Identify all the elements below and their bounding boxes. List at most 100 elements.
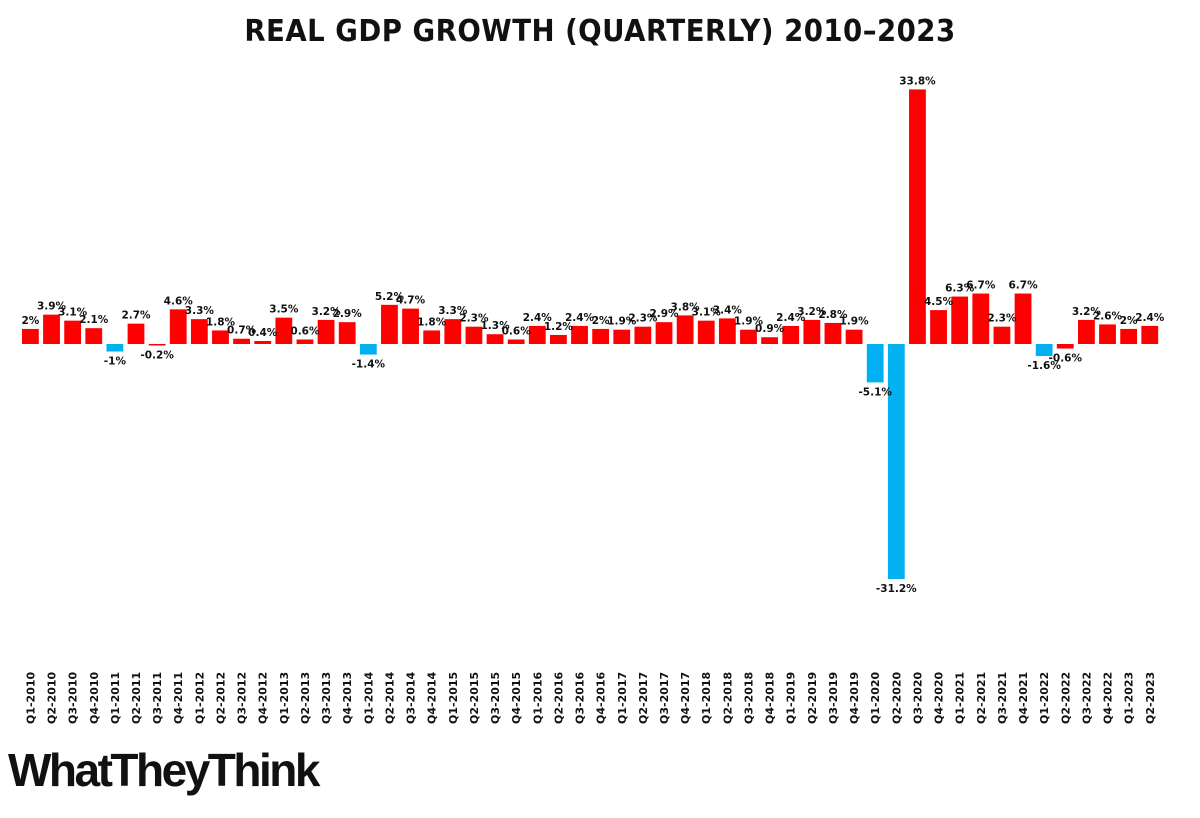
x-tick-Q3-2020: Q3-2020 xyxy=(911,671,924,724)
x-tick-Q3-2010: Q3-2010 xyxy=(67,671,80,724)
x-tick-Q2-2010: Q2-2010 xyxy=(46,671,59,724)
bar-Q3-2012 xyxy=(233,338,250,344)
bar-Q1-2015 xyxy=(444,319,462,344)
bar-Q3-2021 xyxy=(993,326,1011,344)
bar-Q3-2013 xyxy=(317,319,335,344)
value-label-Q3-2017: 2.9% xyxy=(649,308,679,320)
x-tick-Q3-2014: Q3-2014 xyxy=(405,671,418,724)
x-tick-Q4-2011: Q4-2011 xyxy=(172,672,185,724)
x-tick-Q2-2012: Q2-2012 xyxy=(214,672,227,724)
bar-Q3-2020 xyxy=(909,89,926,344)
bar-Q3-2019 xyxy=(824,322,842,344)
x-tick-Q1-2010: Q1-2010 xyxy=(24,671,37,724)
value-labels-layer: 2%3.9%3.1%2.1%-1%2.7%-0.2%4.6%3.3%1.8%0.… xyxy=(21,75,1164,595)
bar-Q2-2015 xyxy=(465,326,483,344)
x-tick-Q2-2021: Q2-2021 xyxy=(975,672,988,724)
value-label-Q4-2017: 3.8% xyxy=(671,301,701,313)
x-tick-Q1-2017: Q1-2017 xyxy=(616,672,629,724)
bar-Q1-2020 xyxy=(866,344,884,383)
bar-Q1-2021 xyxy=(951,296,969,344)
bar-Q2-2018 xyxy=(718,318,736,344)
bar-Q4-2015 xyxy=(507,339,525,344)
value-label-Q3-2015: 1.3% xyxy=(480,320,510,332)
value-label-Q3-2019: 2.8% xyxy=(818,309,848,321)
bar-Q4-2018 xyxy=(761,337,778,344)
bar-Q3-2010 xyxy=(64,320,82,344)
x-tick-Q3-2021: Q3-2021 xyxy=(996,672,1009,724)
bar-Q4-2017 xyxy=(676,315,694,344)
bar-Q1-2016 xyxy=(528,325,546,344)
value-label-Q2-2013: 0.6% xyxy=(290,325,320,337)
bar-Q2-2020 xyxy=(887,344,905,579)
x-tick-Q2-2014: Q2-2014 xyxy=(383,671,396,724)
value-label-Q2-2010: 3.9% xyxy=(37,301,67,313)
x-tick-Q1-2023: Q1-2023 xyxy=(1123,672,1136,724)
bar-Q2-2011 xyxy=(127,323,145,344)
x-tick-Q1-2018: Q1-2018 xyxy=(700,672,713,724)
value-label-Q4-2012: 0.4% xyxy=(248,327,278,339)
x-tick-Q4-2010: Q4-2010 xyxy=(88,671,101,724)
value-label-Q2-2015: 2.3% xyxy=(459,313,489,325)
bar-Q4-2012 xyxy=(254,340,272,344)
value-label-Q1-2015: 3.3% xyxy=(438,305,468,317)
value-label-Q3-2018: 1.9% xyxy=(734,316,764,328)
value-label-Q4-2014: 1.8% xyxy=(417,316,447,328)
x-tick-Q2-2016: Q2-2016 xyxy=(552,671,565,724)
bar-Q3-2014 xyxy=(402,308,419,344)
bar-Q2-2010 xyxy=(43,314,60,345)
x-tick-Q4-2021: Q4-2021 xyxy=(1017,672,1030,724)
bar-Q3-2022 xyxy=(1078,319,1095,344)
x-tick-Q1-2019: Q1-2019 xyxy=(785,672,798,724)
x-tick-Q3-2013: Q3-2013 xyxy=(320,672,333,724)
bar-Q2-2014 xyxy=(381,304,398,344)
bar-Q4-2013 xyxy=(338,322,356,344)
value-label-Q2-2022: -0.6% xyxy=(1049,353,1083,365)
bar-chart: 2%3.9%3.1%2.1%-1%2.7%-0.2%4.6%3.3%1.8%0.… xyxy=(21,75,1164,724)
x-tick-Q1-2011: Q1-2011 xyxy=(109,672,122,724)
bar-Q1-2017 xyxy=(613,329,631,344)
x-tick-Q2-2013: Q2-2013 xyxy=(299,672,312,724)
value-label-Q2-2014: 5.2% xyxy=(375,291,405,303)
value-label-Q3-2016: 2.4% xyxy=(565,312,595,324)
value-label-Q4-2019: 1.9% xyxy=(840,316,870,328)
bar-Q3-2018 xyxy=(740,329,757,344)
value-label-Q2-2019: 3.2% xyxy=(797,306,827,318)
value-label-Q4-2016: 2% xyxy=(592,315,610,327)
x-tick-Q2-2018: Q2-2018 xyxy=(721,672,734,724)
x-tick-Q3-2017: Q3-2017 xyxy=(658,672,671,724)
logo-text: WhatTheyThink xyxy=(8,744,320,796)
bar-Q1-2013 xyxy=(275,317,293,344)
value-label-Q4-2021: 6.7% xyxy=(1008,280,1038,292)
x-tick-Q4-2016: Q4-2016 xyxy=(595,671,608,724)
x-tick-Q1-2012: Q1-2012 xyxy=(193,672,206,724)
value-label-Q4-2015: 0.6% xyxy=(502,325,532,337)
value-label-Q2-2021: 6.7% xyxy=(966,280,996,292)
value-label-Q1-2014: -1.4% xyxy=(352,359,386,371)
bar-Q2-2021 xyxy=(972,293,990,344)
x-tick-Q3-2011: Q3-2011 xyxy=(151,672,164,724)
x-axis-tick-labels: Q1-2010 Q2-2010 Q3-2010 Q4-2010 Q1-2011 Q2-20… xyxy=(24,671,1156,724)
bar-Q1-2019 xyxy=(782,325,800,344)
x-tick-Q3-2018: Q3-2018 xyxy=(742,672,755,724)
value-label-Q1-2011: -1% xyxy=(104,356,127,368)
x-tick-Q4-2017: Q4-2017 xyxy=(679,672,692,724)
bar-Q3-2016 xyxy=(571,325,588,344)
bar-Q2-2017 xyxy=(634,326,652,344)
value-label-Q3-2022: 3.2% xyxy=(1072,306,1102,318)
value-label-Q4-2013: 2.9% xyxy=(333,308,363,320)
value-label-Q2-2012: 1.8% xyxy=(206,316,236,328)
value-label-Q2-2018: 3.4% xyxy=(713,304,743,316)
value-label-Q2-2023: 2.4% xyxy=(1135,312,1165,324)
x-tick-Q4-2020: Q4-2020 xyxy=(933,671,946,724)
x-tick-Q1-2015: Q1-2015 xyxy=(447,672,460,724)
bar-Q1-2010 xyxy=(22,328,39,344)
value-label-Q2-2011: 2.7% xyxy=(121,310,151,322)
bar-Q1-2014 xyxy=(359,344,377,355)
bar-Q1-2022 xyxy=(1035,344,1053,357)
bar-Q2-2019 xyxy=(803,319,821,344)
value-label-Q2-2017: 2.3% xyxy=(628,313,658,325)
value-label-Q1-2020: -5.1% xyxy=(858,386,892,398)
value-label-Q3-2021: 2.3% xyxy=(987,313,1017,325)
bar-Q2-2016 xyxy=(550,334,567,344)
value-label-Q4-2011: 4.6% xyxy=(164,295,194,307)
